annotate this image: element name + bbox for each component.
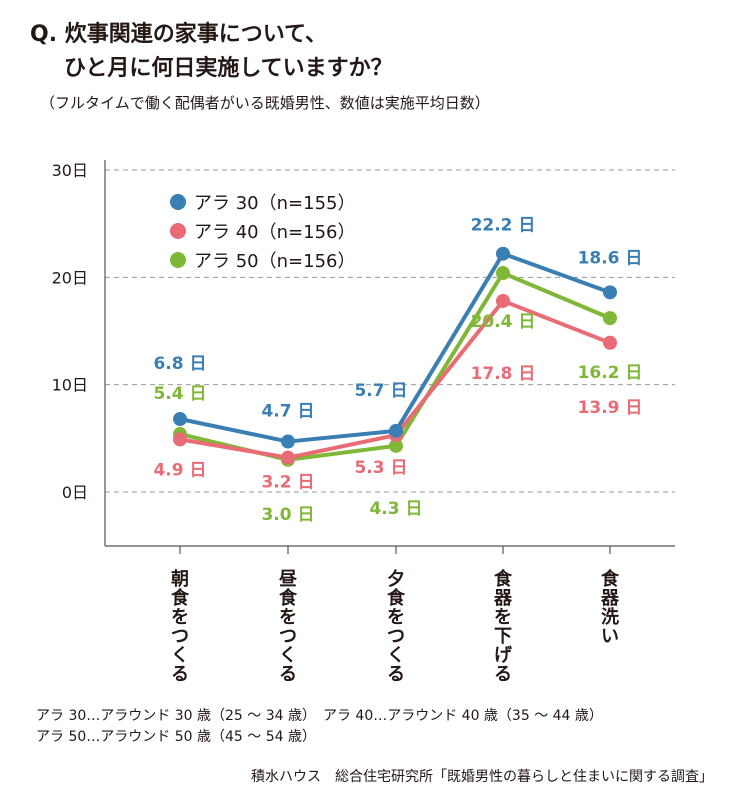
data-label: 17.8 日	[471, 364, 536, 384]
data-point	[496, 266, 510, 281]
y-tick-label: 0日	[62, 483, 88, 502]
x-category-label-char: げ	[494, 645, 513, 666]
data-label: 5.7 日	[354, 381, 407, 401]
x-category-label-char: い	[601, 626, 619, 647]
x-category-label-char: を	[171, 607, 189, 628]
data-label: 4.9 日	[153, 460, 206, 480]
data-label: 3.0 日	[261, 505, 314, 525]
data-label: 20.4 日	[471, 312, 536, 332]
x-category-label-char: る	[494, 664, 512, 685]
legend-marker	[170, 223, 186, 239]
legend-label: アラ 50（n=156）	[194, 251, 355, 272]
data-point	[603, 311, 617, 326]
x-category-label-char: つ	[279, 626, 297, 647]
data-label: 16.2 日	[578, 363, 643, 383]
x-category-label-char: 洗	[601, 606, 619, 628]
note-line-2: アラ 50…アラウンド 50 歳（45 〜 54 歳）	[36, 729, 316, 745]
data-point	[389, 423, 403, 438]
data-label: 22.2 日	[471, 216, 536, 236]
data-label: 4.7 日	[261, 402, 314, 422]
line-chart: 0日10日20日30日朝食をつくる昼食をつくる夕食をつくる食器を下げる食器洗い6…	[52, 160, 675, 685]
y-tick-label: 20日	[52, 268, 88, 287]
data-point	[603, 285, 617, 300]
title-line-2: ひと月に何日実施していますか？	[64, 56, 393, 81]
data-point	[496, 246, 510, 261]
x-category-label-char: く	[171, 645, 189, 666]
x-category-label-char: を	[494, 607, 512, 628]
data-label: 18.6 日	[578, 248, 643, 268]
data-label: 13.9 日	[578, 398, 643, 418]
data-label: 6.8 日	[153, 354, 206, 374]
x-category-label-char: る	[387, 664, 405, 685]
x-category-label-char: 食	[170, 587, 190, 609]
x-category-label-char: 下	[494, 626, 512, 647]
x-category-label-char: 朝	[171, 568, 189, 590]
x-category-label-char: 夕	[387, 568, 405, 590]
data-point	[281, 450, 295, 465]
age-group-notes: アラ 30…アラウンド 30 歳（25 〜 34 歳） アラ 40…アラウンド …	[36, 706, 603, 748]
x-category-label-char: 食	[600, 568, 620, 590]
data-point	[389, 438, 403, 453]
legend-label: アラ 30（n=155）	[194, 193, 355, 214]
x-category-label-char: 器	[600, 588, 620, 609]
chart-subtitle: （フルタイムで働く配偶者がいる既婚男性、数値は実施平均日数）	[40, 94, 490, 112]
data-label: 4.3 日	[369, 499, 422, 519]
legend-marker	[170, 252, 186, 268]
legend-label: アラ 40（n=156）	[194, 222, 355, 243]
x-category-label-char: 食	[386, 587, 406, 609]
data-point	[281, 434, 295, 449]
x-category-label-char: る	[171, 664, 189, 685]
x-category-label-char: 食	[278, 587, 298, 609]
data-point	[603, 335, 617, 350]
source-credit: 積水ハウス 総合住宅研究所「既婚男性の暮らしと住まいに関する調査」	[251, 769, 713, 785]
data-label: 5.4 日	[153, 384, 206, 404]
x-category-label-char: を	[279, 607, 297, 628]
y-tick-label: 10日	[52, 376, 88, 395]
x-category-label-char: く	[279, 645, 297, 666]
x-category-label-char: 器	[493, 588, 513, 609]
x-category-label-char: つ	[387, 626, 405, 647]
x-category-label-char: 食	[493, 568, 513, 590]
legend-marker	[170, 194, 186, 210]
x-category-label-char: く	[387, 645, 405, 666]
x-category-label-char: を	[387, 607, 405, 628]
title-line-1: Q. 炊事関連の家事について、	[30, 22, 327, 47]
note-line-1: アラ 30…アラウンド 30 歳（25 〜 34 歳） アラ 40…アラウンド …	[36, 708, 603, 724]
x-category-label-char: る	[279, 664, 297, 685]
data-point	[173, 432, 187, 447]
data-point	[173, 412, 187, 427]
y-tick-label: 30日	[52, 161, 88, 180]
chart-title: Q. 炊事関連の家事について、 ひと月に何日実施していますか？	[30, 18, 393, 86]
x-category-label-char: つ	[171, 626, 189, 647]
data-label: 3.2 日	[261, 473, 314, 493]
x-category-label-char: 昼	[279, 569, 297, 590]
data-label: 5.3 日	[354, 458, 407, 478]
series-line	[179, 251, 611, 444]
data-point	[496, 293, 510, 308]
